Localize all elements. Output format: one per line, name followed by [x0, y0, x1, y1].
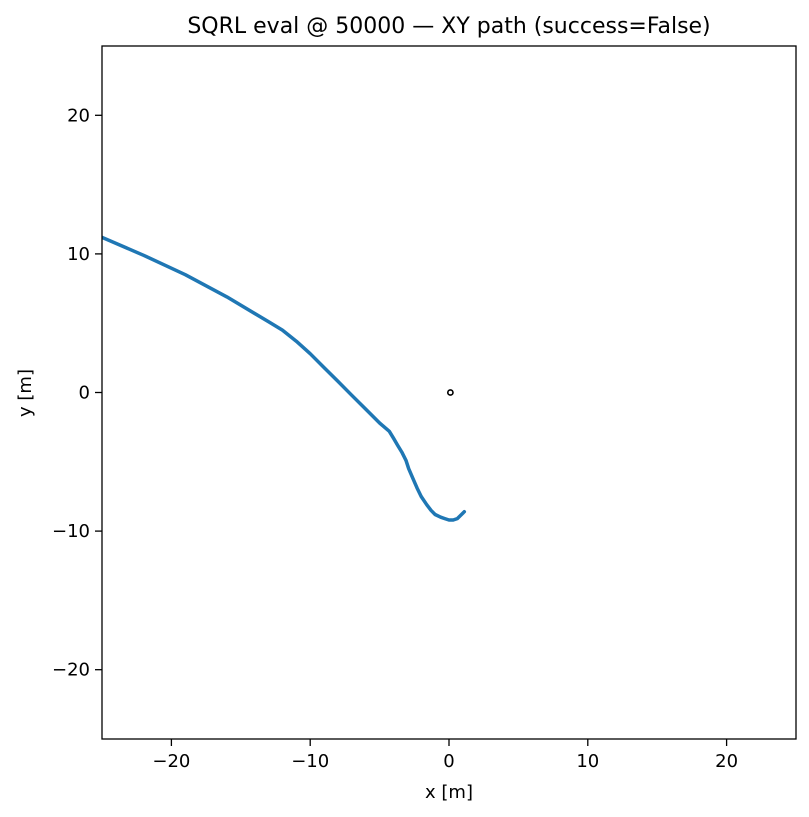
y-axis-label: y [m] — [15, 369, 36, 417]
x-tick-label: 0 — [443, 751, 454, 772]
goal-markers — [446, 389, 454, 396]
goal-marker — [446, 389, 454, 396]
y-tick-label: 20 — [67, 105, 90, 126]
plot-frame — [101, 45, 797, 740]
x-axis-label: x [m] — [425, 782, 473, 803]
y-axis-ticks: −20 −10 0 10 20 — [52, 105, 102, 681]
path-series-line — [102, 235, 467, 522]
y-tick-label: −20 — [52, 660, 90, 681]
x-tick-label: 20 — [715, 751, 738, 772]
y-tick-label: 10 — [67, 244, 90, 265]
y-tick-label: −10 — [52, 521, 90, 542]
x-tick-label: 10 — [576, 751, 599, 772]
x-tick-label: −20 — [152, 751, 190, 772]
y-tick-label: 0 — [79, 383, 90, 404]
chart-title: SQRL eval @ 50000 — XY path (success=Fal… — [187, 14, 710, 39]
x-tick-label: −10 — [291, 751, 329, 772]
x-axis-ticks: −20 −10 0 10 20 — [152, 739, 738, 772]
